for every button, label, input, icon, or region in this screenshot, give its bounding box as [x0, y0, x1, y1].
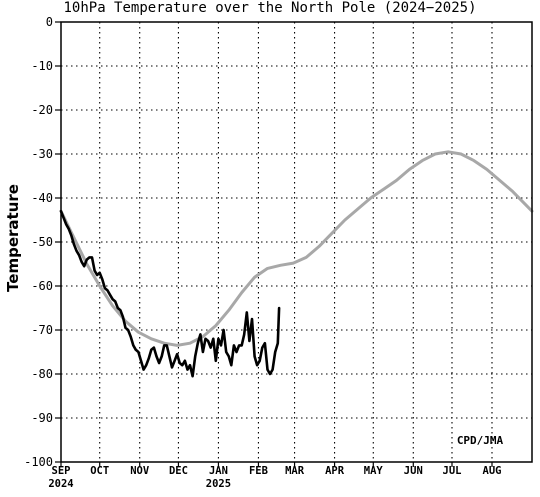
x-tick-label: APR [325, 465, 345, 477]
x-tick-label: MAY [364, 465, 384, 477]
y-tick-label: -80 [31, 367, 53, 381]
x-tick-year-label: 2024 [48, 478, 73, 490]
x-tick-label: DEC [169, 465, 188, 477]
y-tick-label: -100 [24, 455, 53, 469]
y-tick-label: -50 [31, 235, 53, 249]
x-tick-label: AUG [483, 465, 502, 477]
credit-label: CPD/JMA [457, 434, 504, 447]
climatology-line [59, 150, 534, 347]
x-tick-label: FEB [249, 465, 268, 477]
plot-frame [60, 21, 533, 463]
y-axis-ticks: 0 -10 -20 -30 -40 -50 -60 -70 -80 -90 -100 [24, 15, 61, 469]
x-tick-label: JAN [209, 465, 228, 477]
y-tick-label: -60 [31, 279, 53, 293]
x-tick-label: OCT [90, 465, 109, 477]
x-tick-year-label: 2025 [206, 478, 231, 490]
y-tick-label: -40 [31, 191, 53, 205]
y-tick-label: -10 [31, 59, 53, 73]
x-tick-label: MAR [285, 465, 305, 477]
grid-lines [61, 22, 532, 462]
y-tick-label: -30 [31, 147, 53, 161]
y-tick-label: -70 [31, 323, 53, 337]
data-series [59, 150, 534, 378]
y-axis-label: Temperature [4, 184, 22, 292]
observed-line [59, 209, 281, 378]
x-tick-label: JUL [443, 465, 462, 477]
y-tick-label: -20 [31, 103, 53, 117]
x-tick-label: NOV [130, 465, 150, 477]
x-tick-label: SEP [52, 465, 71, 477]
x-tick-label: JUN [404, 465, 423, 477]
y-tick-label: 0 [46, 15, 53, 29]
chart-title: 10hPa Temperature over the North Pole (2… [63, 0, 476, 16]
y-tick-label: -90 [31, 411, 53, 425]
